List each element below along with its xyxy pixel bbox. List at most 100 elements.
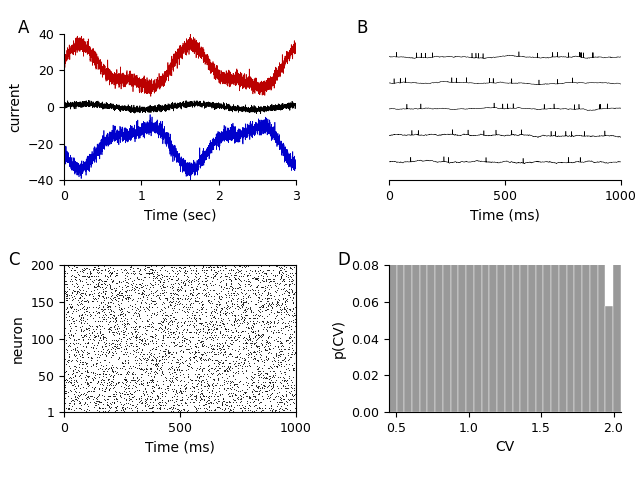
Point (102, 303, 112, 310)
Point (172, 290, 182, 298)
Point (66, 313, 76, 321)
Point (280, 267, 290, 275)
Point (144, 401, 154, 409)
Point (154, 356, 164, 364)
Point (111, 279, 121, 287)
Point (113, 370, 124, 377)
Point (239, 333, 249, 341)
Point (140, 402, 150, 410)
Point (100, 310, 110, 318)
Point (72, 393, 82, 401)
Point (254, 389, 264, 397)
Point (127, 311, 138, 319)
Point (230, 292, 241, 299)
Point (155, 403, 165, 411)
Point (114, 288, 124, 296)
Point (257, 301, 268, 309)
Point (140, 401, 150, 409)
Point (100, 271, 111, 279)
Point (131, 297, 141, 305)
Point (88, 294, 99, 302)
Point (200, 308, 210, 316)
Point (72, 262, 82, 269)
Point (215, 318, 225, 326)
Point (160, 315, 170, 322)
Point (273, 342, 283, 350)
Point (280, 322, 290, 330)
Point (159, 311, 170, 319)
Point (144, 323, 154, 331)
Point (193, 270, 203, 277)
Point (260, 369, 271, 376)
Point (92, 341, 102, 349)
Point (94, 291, 104, 298)
Point (282, 345, 292, 353)
Point (136, 337, 146, 344)
Point (289, 334, 300, 342)
Point (109, 273, 120, 280)
Point (253, 395, 263, 402)
Point (121, 399, 131, 407)
Point (224, 397, 234, 405)
Point (189, 388, 200, 395)
Bar (505, 0, 513, 412)
Point (236, 288, 246, 296)
Point (155, 405, 165, 413)
Point (234, 267, 244, 275)
Point (287, 288, 298, 296)
Point (244, 401, 254, 409)
Point (253, 286, 264, 294)
Point (226, 267, 236, 274)
Point (106, 296, 116, 303)
Point (204, 382, 214, 390)
Point (214, 308, 225, 316)
Point (221, 264, 231, 272)
Point (69, 393, 79, 400)
Point (157, 289, 168, 297)
Point (278, 382, 288, 389)
Point (225, 334, 236, 342)
Point (92, 322, 102, 330)
Point (269, 271, 280, 279)
Point (266, 307, 276, 314)
Point (176, 352, 186, 360)
Point (209, 396, 219, 404)
Point (234, 281, 244, 288)
Point (98, 292, 108, 300)
Point (84, 381, 95, 388)
Point (269, 318, 279, 325)
Point (204, 340, 214, 348)
Point (104, 302, 115, 309)
Point (291, 277, 301, 285)
Point (164, 349, 175, 357)
Point (81, 278, 92, 286)
Point (248, 359, 259, 367)
Point (79, 406, 89, 413)
Point (110, 347, 120, 354)
Point (260, 286, 270, 294)
Point (118, 330, 128, 338)
Point (86, 339, 97, 346)
Point (164, 352, 175, 360)
Point (164, 404, 175, 412)
Point (166, 350, 176, 357)
Point (155, 394, 165, 402)
Point (151, 292, 161, 300)
Point (186, 344, 196, 352)
Point (211, 398, 221, 405)
Point (117, 404, 127, 411)
Point (114, 344, 124, 352)
Point (97, 365, 107, 373)
Point (194, 315, 204, 322)
Point (149, 383, 159, 391)
Point (162, 382, 172, 390)
Point (143, 307, 154, 314)
Point (134, 386, 145, 394)
Point (108, 382, 118, 389)
Point (234, 284, 244, 291)
Point (104, 403, 115, 411)
Point (80, 374, 90, 381)
Point (186, 315, 196, 322)
Point (211, 388, 221, 396)
Point (100, 333, 110, 341)
